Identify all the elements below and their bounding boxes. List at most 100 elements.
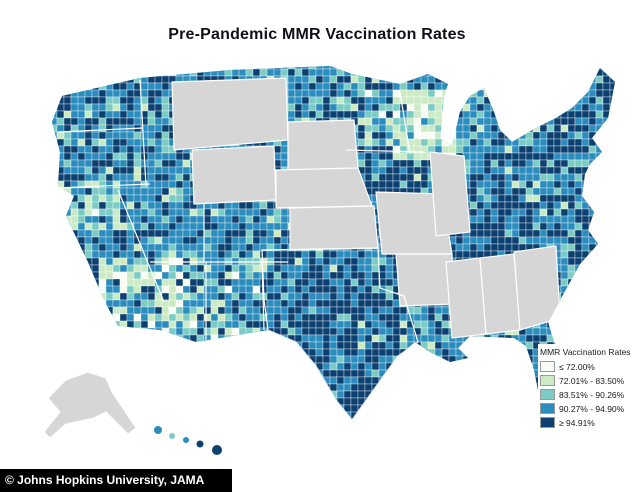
county-cell [511, 201, 520, 210]
county-cell [245, 376, 254, 385]
county-cell [385, 313, 394, 322]
county-cell [385, 159, 394, 168]
county-cell [175, 320, 184, 329]
county-cell [476, 66, 485, 70]
county-cell [364, 299, 373, 308]
county-cell [182, 299, 191, 308]
county-cell [43, 293, 50, 300]
county-cell [602, 138, 611, 147]
county-cell [462, 68, 471, 77]
county-cell [105, 208, 114, 217]
county-cell [126, 404, 135, 413]
county-cell [266, 348, 275, 357]
county-cell [343, 96, 352, 105]
county-cell [560, 222, 569, 231]
county-cell [525, 66, 534, 70]
county-cell [168, 390, 177, 399]
county-cell [301, 292, 310, 301]
county-cell [525, 96, 534, 105]
county-cell [133, 292, 142, 301]
county-cell [504, 173, 513, 182]
county-cell [476, 194, 485, 203]
county-cell [56, 348, 65, 357]
county-cell [413, 376, 422, 385]
county-cell [36, 223, 43, 230]
county-cell [126, 257, 135, 266]
county-cell [295, 426, 302, 433]
county-cell [343, 348, 352, 357]
county-cell [301, 271, 310, 280]
county-cell [343, 334, 352, 343]
county-cell [91, 264, 100, 273]
county-cell [399, 180, 408, 189]
county-cell [294, 341, 303, 350]
county-cell [385, 264, 394, 273]
county-cell [70, 222, 79, 231]
county-cell [133, 89, 142, 98]
county-cell [350, 68, 359, 77]
county-cell [63, 313, 72, 322]
county-cell [518, 355, 527, 364]
county-cell [602, 117, 611, 126]
county-cell [63, 152, 72, 161]
county-cell [588, 68, 597, 77]
county-cell [91, 82, 100, 91]
county-cell [294, 390, 303, 399]
county-cell [84, 215, 93, 224]
county-cell [602, 334, 611, 343]
county-cell [63, 229, 72, 238]
county-cell [392, 397, 401, 406]
county-cell [119, 131, 128, 140]
county-cell [77, 264, 86, 273]
county-cell [52, 222, 58, 231]
county-cell [511, 383, 520, 392]
county-cell [546, 152, 555, 161]
county-cell [217, 327, 226, 336]
county-cell [476, 68, 485, 77]
county-cell [147, 166, 156, 175]
county-cell [490, 390, 499, 399]
county-cell [476, 110, 485, 119]
county-cell [161, 320, 170, 329]
county-cell [609, 173, 615, 182]
county-cell [161, 159, 170, 168]
county-cell [504, 355, 513, 364]
county-cell [525, 145, 534, 154]
county-cell [224, 222, 233, 231]
county-cell [406, 152, 415, 161]
county-cell [224, 369, 233, 378]
county-cell [365, 433, 372, 440]
county-cell [504, 236, 513, 245]
county-cell [71, 433, 78, 440]
county-cell [511, 152, 520, 161]
county-cell [98, 201, 107, 210]
county-cell [316, 433, 323, 440]
county-cell [36, 335, 43, 342]
county-cell [273, 390, 282, 399]
county-cell [414, 426, 421, 433]
county-cell [560, 229, 569, 238]
county-cell [532, 334, 541, 343]
county-cell [413, 68, 422, 77]
county-cell [259, 376, 268, 385]
county-cell [469, 138, 478, 147]
county-cell [532, 187, 541, 196]
county-cell [70, 320, 79, 329]
county-cell [133, 208, 142, 217]
county-cell [539, 201, 548, 210]
county-cell [133, 285, 142, 294]
county-cell [273, 411, 282, 420]
county-cell [112, 117, 121, 126]
county-cell [469, 173, 478, 182]
county-cell [126, 229, 135, 238]
county-cell [414, 433, 421, 440]
county-cell [147, 96, 156, 105]
county-cell [476, 243, 485, 252]
county-cell [602, 257, 611, 266]
county-cell [567, 306, 576, 315]
county-cell [287, 271, 296, 280]
county-cell [546, 66, 555, 70]
county-cell [490, 138, 499, 147]
county-cell [154, 89, 163, 98]
county-cell [329, 376, 338, 385]
